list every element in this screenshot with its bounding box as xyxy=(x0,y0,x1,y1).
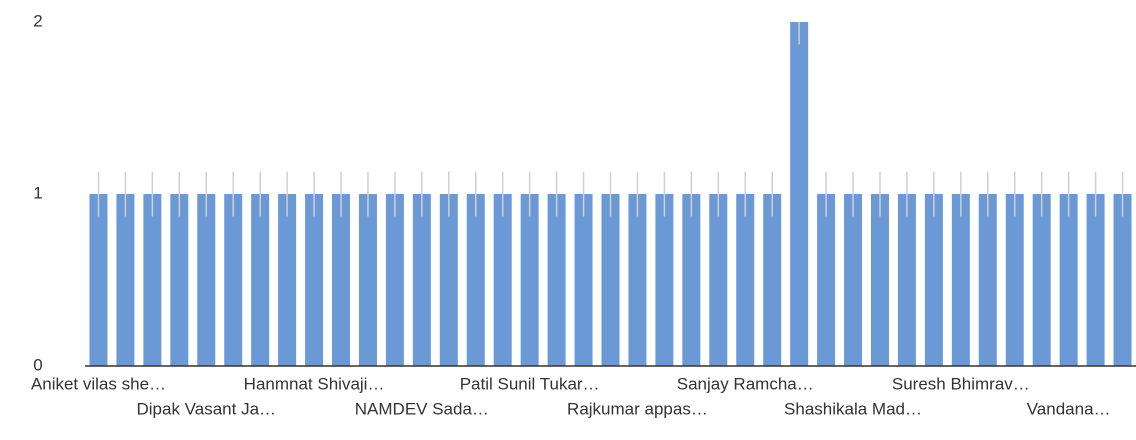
bar xyxy=(251,194,270,366)
bar xyxy=(655,194,674,366)
bar xyxy=(358,194,377,366)
x-tick-label: Sanjay Ramcha… xyxy=(677,374,814,393)
bar xyxy=(870,194,889,366)
bar xyxy=(1005,194,1024,366)
x-tick-label: Shashikala Mad… xyxy=(784,399,922,418)
bar xyxy=(278,194,297,366)
bar xyxy=(89,194,108,366)
bar xyxy=(466,194,485,366)
bar xyxy=(143,194,162,366)
bar xyxy=(790,22,809,366)
bar xyxy=(1032,194,1051,366)
bar xyxy=(224,194,243,366)
x-tick-label: Patil Sunil Tukar… xyxy=(460,374,600,393)
bar xyxy=(951,194,970,366)
bar xyxy=(628,194,647,366)
x-tick-label: NAMDEV Sada… xyxy=(355,399,489,418)
bar xyxy=(1113,194,1132,366)
bar xyxy=(493,194,512,366)
bar xyxy=(844,194,863,366)
bar xyxy=(601,194,620,366)
bar xyxy=(709,194,728,366)
x-tick-label: Vandana… xyxy=(1027,399,1111,418)
bar xyxy=(170,194,189,366)
bar xyxy=(305,194,324,366)
bar xyxy=(547,194,566,366)
bar xyxy=(1059,194,1078,366)
bar xyxy=(817,194,836,366)
bar xyxy=(385,194,404,366)
bar xyxy=(1086,194,1105,366)
x-tick-label: Hanmnat Shivaji… xyxy=(244,374,385,393)
y-tick-label: 2 xyxy=(33,11,42,30)
bar xyxy=(412,194,431,366)
y-tick-label: 1 xyxy=(33,183,42,202)
bar xyxy=(978,194,997,366)
bar xyxy=(574,194,593,366)
bar xyxy=(332,194,351,366)
bar xyxy=(682,194,701,366)
bar xyxy=(197,194,216,366)
x-tick-label: Dipak Vasant Ja… xyxy=(137,399,277,418)
bar xyxy=(924,194,943,366)
bar xyxy=(897,194,916,366)
x-tick-label: Suresh Bhimrav… xyxy=(892,374,1030,393)
bar xyxy=(736,194,755,366)
bar xyxy=(520,194,539,366)
y-tick-label: 0 xyxy=(33,355,42,374)
x-tick-label: Aniket vilas she… xyxy=(31,374,166,393)
bar xyxy=(116,194,135,366)
x-tick-label: Rajkumar appas… xyxy=(567,399,708,418)
bar xyxy=(763,194,782,366)
bar xyxy=(439,194,458,366)
